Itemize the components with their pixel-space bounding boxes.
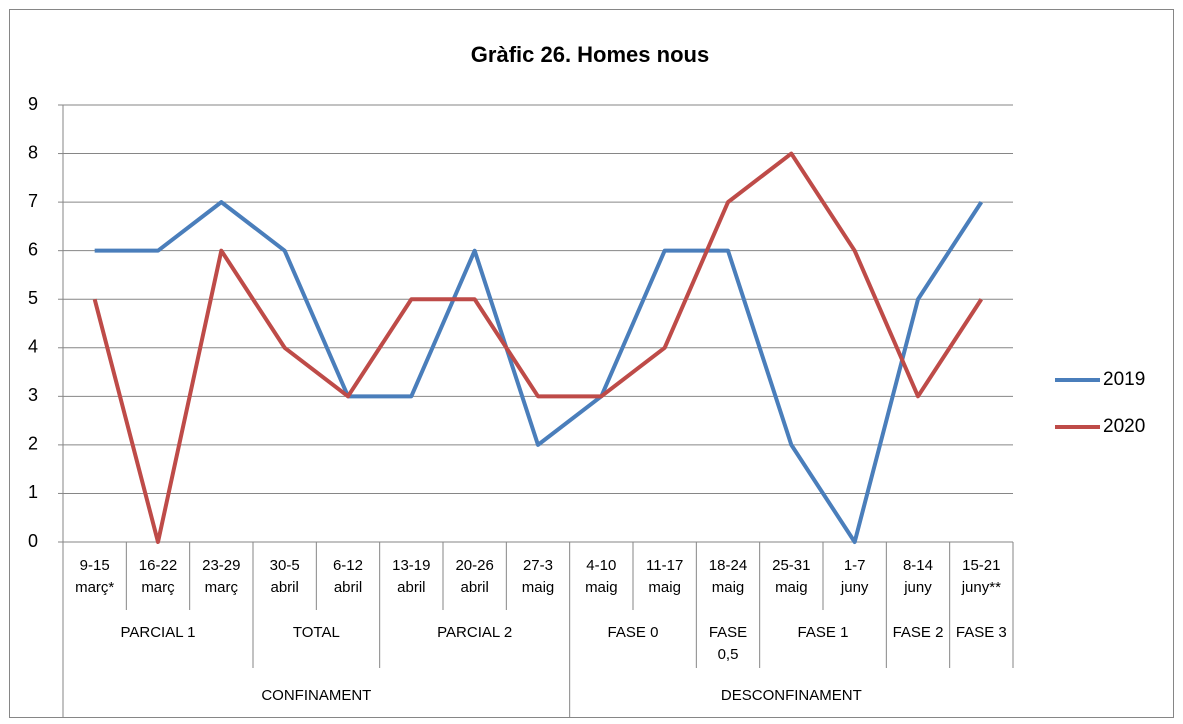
supergroup-label: DESCONFINAMENT [720, 687, 862, 704]
x-tick-label: 13-19 abril [392, 557, 431, 596]
y-tick-label: 4 [28, 337, 38, 357]
series-line [94, 200, 984, 544]
x-tick-label: 23-29 març [202, 557, 241, 596]
group-label: PARCIAL 2 [437, 624, 513, 641]
x-tick-label: 9-15 març* [75, 557, 115, 596]
y-tick-label: 0 [28, 531, 38, 551]
group-label: FASE 3 [955, 624, 1007, 641]
x-tick-label: 8-14 juny [902, 557, 933, 596]
x-tick-label: 16-22 març [138, 557, 178, 596]
group-label: FASE 0,5 [708, 624, 748, 663]
group-label: TOTAL [292, 624, 340, 641]
x-tick-label: 1-7 juny [840, 557, 869, 596]
y-tick-label: 2 [28, 434, 38, 454]
x-tick-label: 6-12 abril [332, 557, 363, 596]
x-tick-label: 25-31 maig [772, 557, 811, 596]
supergroup-label: CONFINAMENT [261, 687, 372, 704]
y-tick-label: 9 [28, 94, 38, 114]
group-label: FASE 2 [892, 624, 944, 641]
x-tick-label: 27-3 maig [521, 557, 555, 596]
series-line [92, 151, 984, 544]
y-tick-label: 8 [28, 142, 38, 162]
y-tick-label: 6 [28, 239, 38, 259]
x-tick-label: 15-21 juny** [961, 557, 1001, 596]
chart-border [9, 9, 1174, 718]
x-tick-label: 18-24 maig [708, 557, 748, 596]
x-tick-label: 11-17 maig [646, 557, 684, 596]
chart-title: Gràfic 26. Homes nous [471, 42, 709, 67]
group-label: FASE 1 [797, 624, 849, 641]
legend-label: 2019 [1103, 369, 1145, 390]
group-label: FASE 0 [607, 624, 659, 641]
legend-label: 2020 [1103, 416, 1145, 437]
x-tick-label: 20-26 abril [455, 557, 494, 596]
y-tick-label: 7 [28, 191, 38, 211]
group-label: PARCIAL 1 [120, 624, 196, 641]
x-tick-label: 30-5 abril [269, 557, 300, 596]
y-tick-label: 1 [28, 482, 38, 502]
y-tick-label: 5 [28, 288, 38, 308]
y-tick-label: 3 [28, 385, 38, 405]
x-tick-label: 4-10 maig [585, 557, 618, 596]
